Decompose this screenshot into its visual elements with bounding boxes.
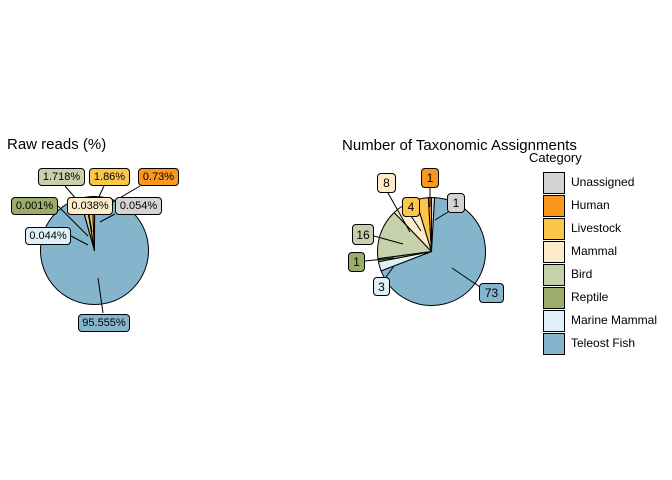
right-pie-title: Number of Taxonomic Assignments (342, 137, 577, 154)
legend-label-livestock: Livestock (571, 221, 622, 235)
slice-label-right-marine-mammal: 3 (373, 277, 390, 296)
slice-label-right-teleost-fish: 73 (479, 283, 504, 303)
leader-line-mammal (88, 214, 93, 233)
slice-label-right-unassigned: 1 (447, 193, 465, 213)
slice-label-left-livestock: 1.86% (89, 168, 130, 186)
legend-swatch-unassigned (543, 172, 565, 194)
slice-label-right-human: 1 (421, 168, 439, 188)
leader-line-unassigned (99, 213, 116, 223)
legend-label-bird: Bird (571, 267, 593, 281)
legend-label-human: Human (571, 198, 610, 212)
legend-swatch-mammal (543, 241, 565, 263)
leader-line-teleost-fish (451, 267, 481, 288)
leader-line-livestock (410, 215, 422, 232)
leader-line-marine-mammal (70, 235, 89, 246)
leader-line-teleost-fish (97, 277, 104, 314)
leader-line-reptile (57, 205, 89, 237)
slice-label-left-mammal: 0.038% (67, 197, 113, 215)
legend-swatch-teleost-fish (543, 333, 565, 355)
slice-label-right-reptile: 1 (348, 252, 365, 272)
slice-label-left-bird: 1.718% (38, 168, 85, 186)
legend-label-teleost-fish: Teleost Fish (571, 336, 636, 350)
slice-label-left-teleost-fish: 95.555% (78, 314, 130, 332)
slice-label-left-marine-mammal: 0.044% (25, 227, 71, 245)
leader-line-marine-mammal (385, 265, 395, 278)
slice-label-right-mammal: 8 (377, 173, 396, 193)
slice-label-right-bird: 16 (352, 224, 374, 245)
leader-line-bird (373, 235, 404, 245)
legend-label-unassigned: Unassigned (571, 175, 635, 189)
legend-swatch-reptile (543, 287, 565, 309)
slice-label-left-human: 0.73% (138, 168, 179, 186)
legend-label-mammal: Mammal (571, 244, 618, 258)
pie-right-slice-bird (377, 211, 432, 260)
slice-label-right-livestock: 4 (402, 197, 420, 217)
leader-line-reptile (364, 257, 395, 262)
slice-label-left-unassigned: 0.054% (115, 197, 162, 215)
left-pie-title: Raw reads (%) (7, 136, 107, 153)
legend-label-reptile: Reptile (571, 290, 609, 304)
legend-title: Category (529, 150, 582, 165)
leader-line-unassigned (434, 211, 449, 221)
legend-label-marine-mammal: Marine Mammal (571, 313, 658, 327)
leader-line-mammal (387, 192, 411, 233)
legend-swatch-bird (543, 264, 565, 286)
legend-swatch-marine-mammal (543, 310, 565, 332)
slice-label-left-reptile: 0.001% (11, 197, 58, 215)
legend-swatch-human (543, 195, 565, 217)
legend-swatch-livestock (543, 218, 565, 240)
